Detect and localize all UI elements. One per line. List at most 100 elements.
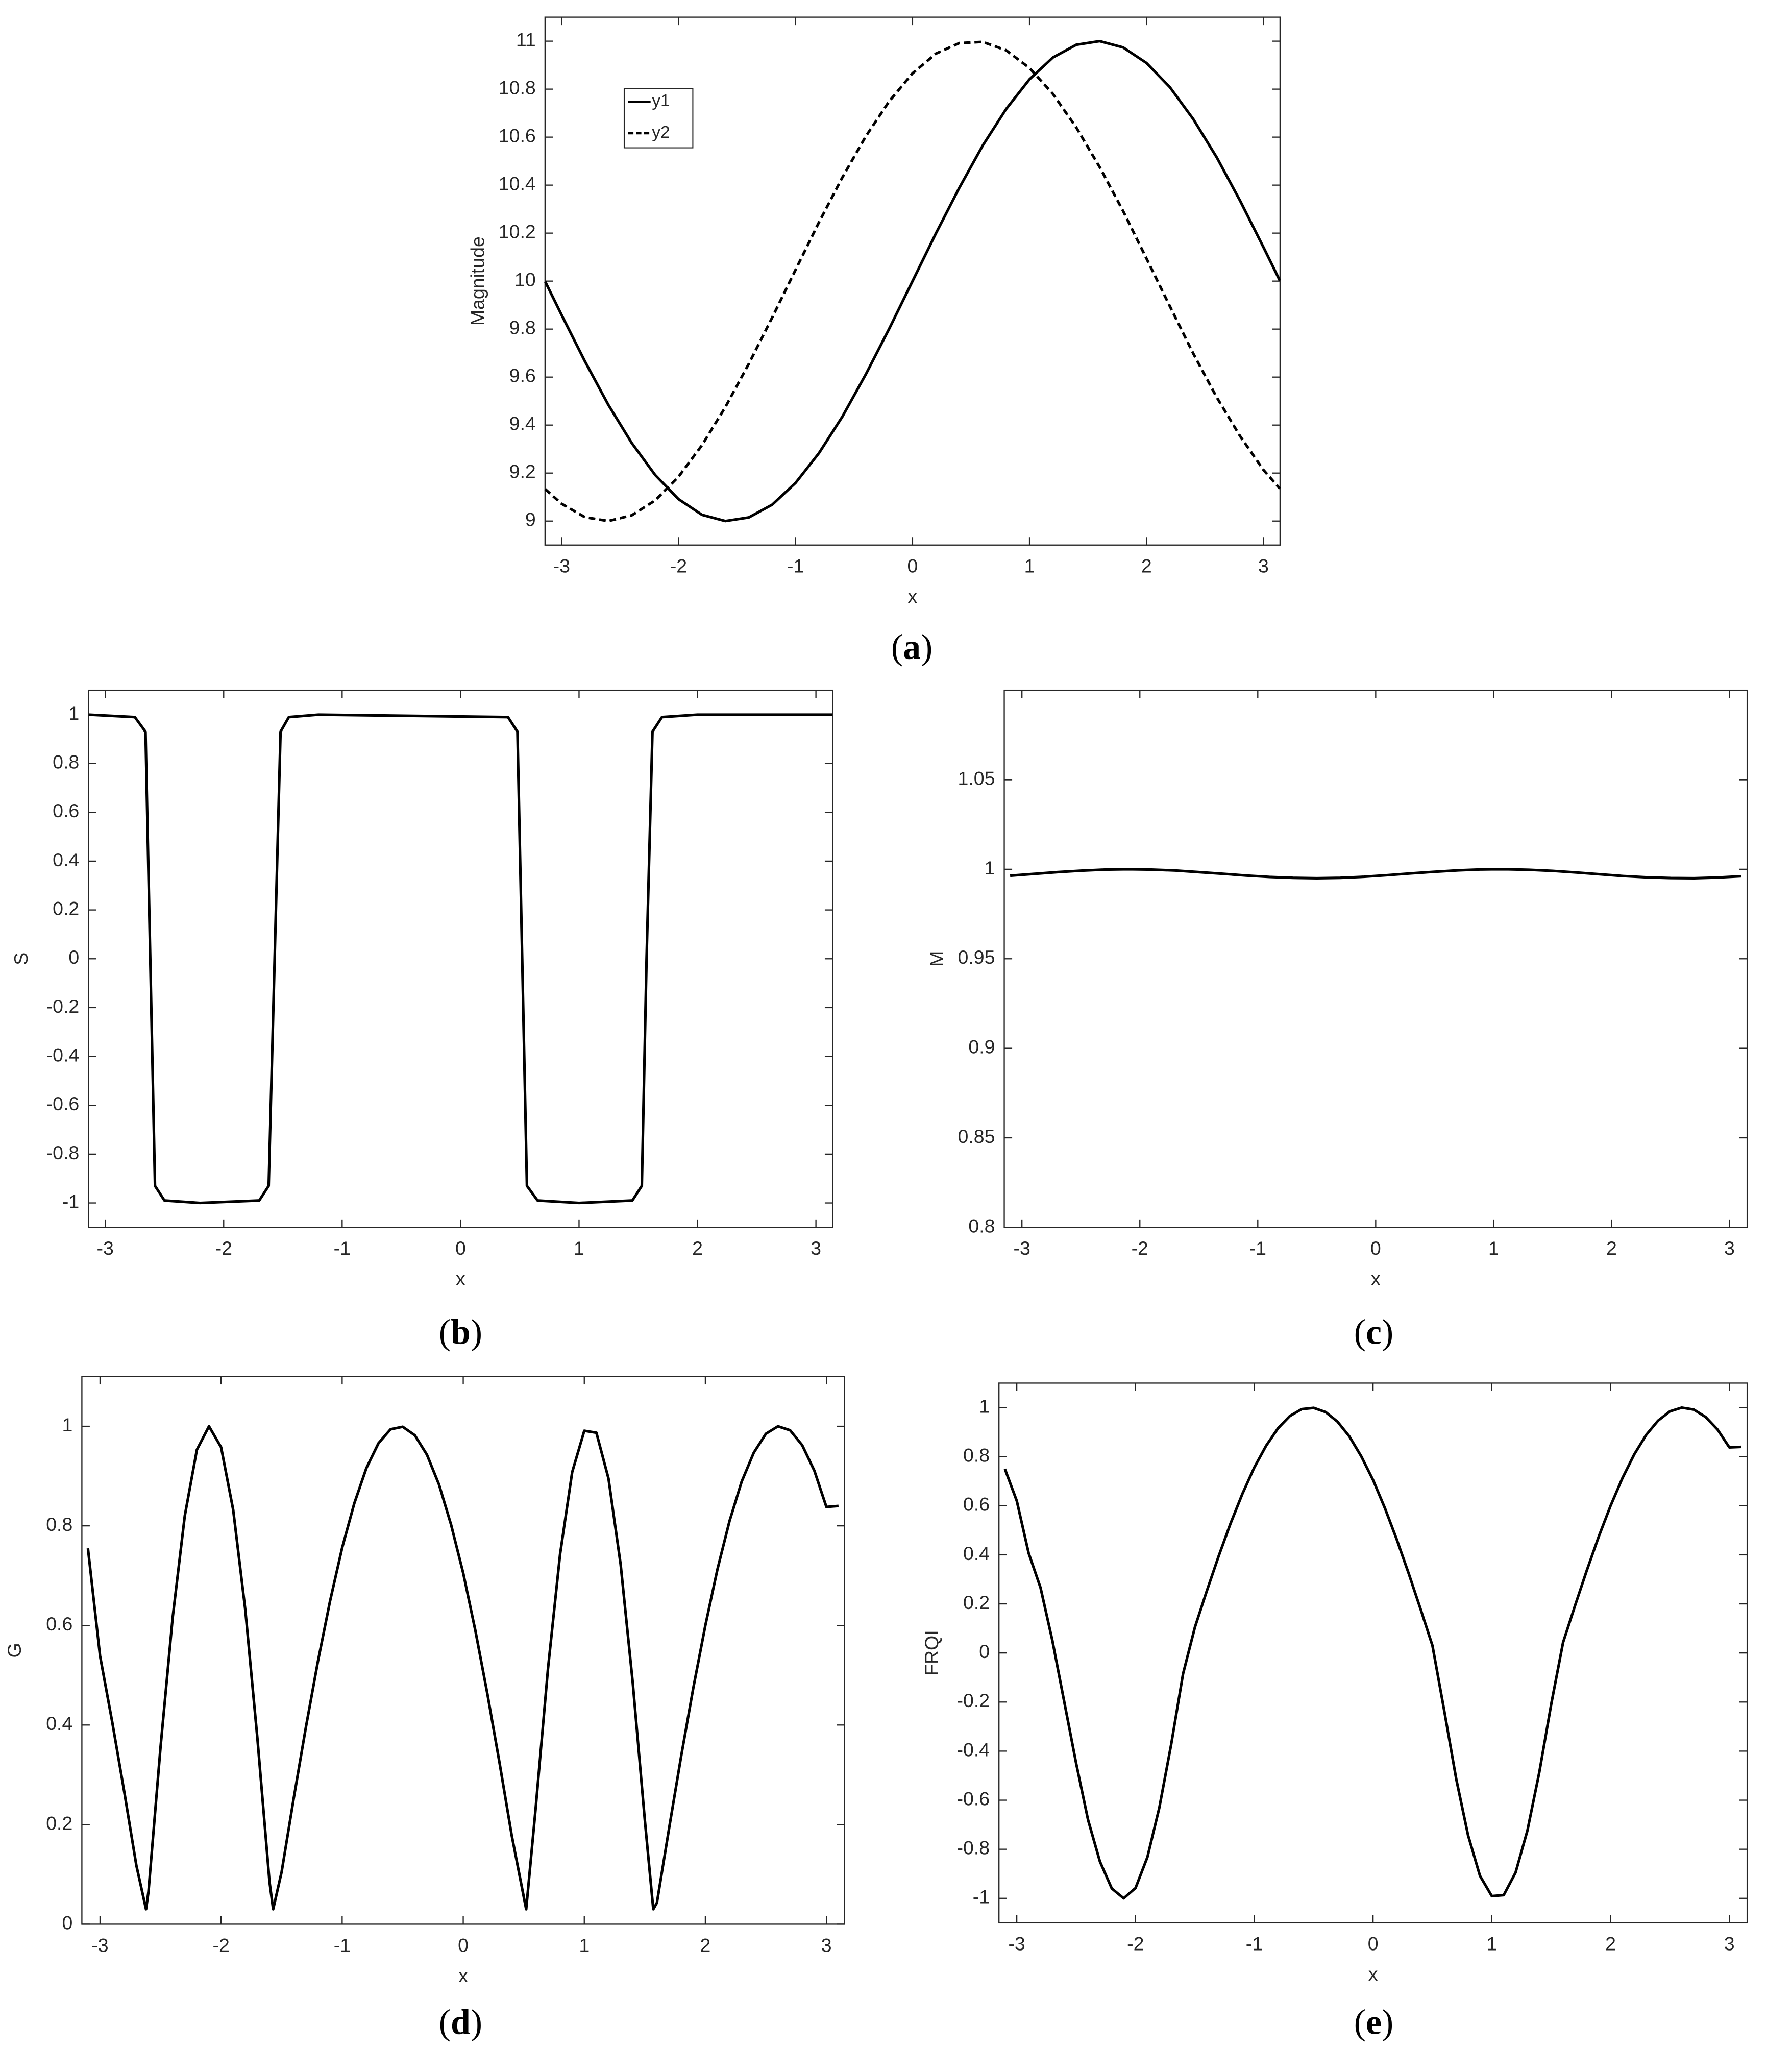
y-tick-label: 0.6 [46, 1613, 72, 1635]
y-tick-label: 0.2 [46, 1812, 72, 1834]
panel: -3 -2 -1 0 1 2 3 0 0.2 0.4 0.6 0.8 1 x G (d) [4, 1376, 845, 2042]
panel: -3 -2 -1 0 1 2 3 0.8 0.85 0.9 0.95 1 1.05 x M (c) [926, 689, 1748, 1352]
y-tick-label: 0.8 [53, 751, 79, 773]
panel-label: (c) [1354, 1312, 1393, 1352]
y-axis-label: M [926, 951, 947, 967]
x-tick-label: 1 [1486, 1933, 1497, 1955]
y-tick-label: 0.6 [53, 800, 79, 821]
x-tick-label: 3 [811, 1237, 821, 1259]
y-tick-label: -0.2 [957, 1690, 990, 1711]
x-tick-label: 1 [1024, 555, 1035, 577]
x-tick-label: 2 [692, 1237, 703, 1259]
y-tick-label: -0.2 [46, 995, 80, 1017]
data-line [86, 1425, 839, 1911]
y-tick-label: -0.6 [957, 1788, 990, 1809]
x-tick-label: 0 [455, 1237, 466, 1259]
y-tick-label: 0.4 [963, 1543, 990, 1564]
panel-label-part: a [903, 628, 921, 667]
panel-label-part: ) [471, 2003, 482, 2042]
panel-label-part: ) [921, 628, 932, 667]
x-tick-label: -1 [1246, 1933, 1263, 1955]
panel-label: (d) [439, 2003, 482, 2042]
y-axis-label: Magnitude [467, 236, 488, 326]
x-tick-label: -2 [1127, 1933, 1144, 1955]
plot-frame [88, 689, 833, 1228]
x-axis-label: x [458, 1965, 468, 1986]
y-tick-label: 0 [62, 1912, 72, 1933]
panel-label-part: c [1366, 1312, 1382, 1352]
panel-label-part: ( [1354, 1312, 1366, 1352]
y-tick-label: 10.2 [499, 221, 536, 242]
x-tick-label: 3 [1724, 1933, 1735, 1955]
x-axis-label: x [1368, 1963, 1378, 1985]
legend-frame [623, 88, 694, 149]
y-tick-label: 11 [516, 29, 536, 51]
plot-frame [1003, 689, 1748, 1228]
x-tick-label: -3 [1014, 1237, 1030, 1259]
x-tick-label: 3 [1724, 1237, 1735, 1259]
y-tick-label: -0.6 [46, 1093, 80, 1114]
x-tick-label: 1 [1488, 1237, 1499, 1259]
x-tick-label: -3 [97, 1237, 114, 1259]
y-tick-label: 0.4 [53, 849, 79, 870]
y-tick-label: 1 [979, 1395, 990, 1417]
x-tick-label: -3 [91, 1934, 108, 1956]
x-tick-label: -1 [334, 1934, 351, 1956]
x-tick-label: -3 [553, 555, 570, 577]
x-tick-label: 0 [1368, 1933, 1379, 1955]
legend: y1 y2 [623, 88, 694, 149]
x-axis-label: x [1371, 1268, 1381, 1289]
y-tick-label: 1 [62, 1414, 72, 1435]
y-tick-label: -1 [62, 1190, 79, 1212]
y-tick-label: 1 [68, 702, 79, 724]
x-tick-label: 1 [579, 1934, 590, 1956]
y-tick-label: 10.6 [499, 125, 536, 147]
data-line [544, 40, 1281, 523]
y-tick-label: 0.2 [53, 898, 79, 919]
y-tick-label: 0.6 [963, 1494, 990, 1515]
x-tick-label: 1 [574, 1237, 584, 1259]
y-tick-label: 0.8 [968, 1215, 995, 1236]
x-tick-label: -2 [215, 1237, 232, 1259]
x-tick-label: -1 [334, 1237, 351, 1259]
panel-label-part: ( [439, 1312, 451, 1352]
y-tick-label: 9.4 [509, 413, 536, 434]
x-tick-label: -2 [213, 1934, 230, 1956]
panel: -3 -2 -1 0 1 2 3 9 9.2 9.4 9.6 9.8 10 10.2 10.4 10.6 10.… [467, 16, 1281, 667]
y-tick-label: 10 [514, 269, 536, 290]
data-line [544, 40, 1281, 523]
x-axis-label: x [908, 586, 918, 607]
panel-label-part: ( [891, 628, 903, 667]
y-axis-label: FRQI [921, 1630, 942, 1676]
y-tick-label: 9.2 [509, 461, 536, 482]
panel-label-part: ) [471, 1312, 482, 1352]
x-tick-label: 2 [1141, 555, 1152, 577]
x-tick-label: -1 [1249, 1237, 1266, 1259]
x-tick-label: 2 [1606, 1237, 1617, 1259]
panel-label-part: d [451, 2003, 471, 2042]
panel-label-part: ( [439, 2003, 451, 2042]
panel-label-part: e [1366, 2003, 1382, 2042]
y-tick-label: -0.8 [957, 1837, 990, 1859]
data-line [88, 713, 833, 1205]
panel-label-part: ) [1382, 1312, 1393, 1352]
data-line [1010, 868, 1741, 880]
y-tick-label: -1 [973, 1886, 990, 1908]
y-tick-label: 0.8 [963, 1445, 990, 1466]
panel-label: (b) [439, 1312, 482, 1352]
y-tick-label: 0 [68, 946, 79, 968]
y-tick-label: 10.4 [499, 173, 536, 194]
legend-label: y2 [652, 123, 670, 142]
y-tick-label: 0.9 [968, 1036, 995, 1058]
x-tick-label: 3 [1258, 555, 1269, 577]
y-tick-label: 9.6 [509, 365, 536, 386]
y-tick-label: 9.8 [509, 317, 536, 338]
panel: -3 -2 -1 0 1 2 3 -1 -0.8 -0.6 -0.4 -0.2 0 0.2 0.4 0.6 0.… [10, 689, 833, 1352]
y-tick-label: 0 [979, 1641, 990, 1662]
x-tick-label: 2 [1605, 1933, 1616, 1955]
y-tick-label: 0.95 [958, 946, 995, 968]
panel-label-part: ) [1382, 2003, 1393, 2042]
y-axis-label: S [10, 953, 32, 965]
y-tick-label: -0.4 [957, 1739, 990, 1760]
